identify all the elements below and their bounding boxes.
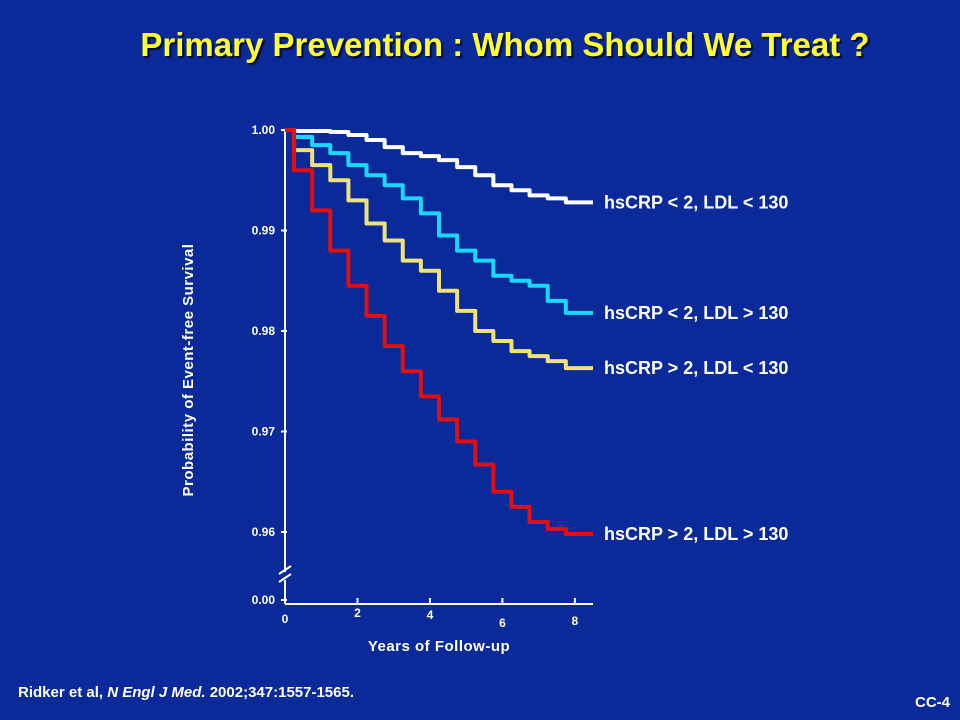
series-label-1: hsCRP < 2, LDL < 130 — [604, 192, 788, 212]
axis-break-mark — [278, 565, 292, 575]
chart-series — [285, 128, 593, 537]
citation-journal: N Engl J Med. — [107, 684, 206, 701]
series-line-4 — [285, 128, 593, 537]
y-tick-label: 0.99 — [252, 224, 276, 238]
citation-authors: Ridker et al, — [18, 684, 108, 701]
chart-ticks: 1.00 0.99 0.98 0.97 0.96 0.00 0 2 4 6 8 — [252, 123, 579, 630]
series-line-2 — [285, 128, 593, 315]
series-label-4: hsCRP > 2, LDL > 130 — [604, 524, 788, 544]
x-tick-label: 2 — [354, 606, 361, 620]
y-tick-label: 0.96 — [252, 525, 276, 539]
citation-details: 2002;347:1557-1565. — [205, 684, 355, 701]
x-axis-title: Years of Follow-up — [368, 638, 510, 655]
axis-break-mark — [278, 573, 292, 583]
y-axis-title: Probability of Event-free Survival — [180, 244, 197, 497]
y-tick-label: 1.00 — [252, 123, 276, 137]
y-tick-label: 0.00 — [252, 593, 276, 607]
x-tick-label: 0 — [282, 612, 289, 626]
citation: Ridker et al, N Engl J Med. 2002;347:155… — [18, 684, 354, 701]
x-tick-label: 4 — [427, 608, 434, 622]
series-label-2: hsCRP < 2, LDL > 130 — [604, 303, 788, 323]
y-tick-label: 0.98 — [252, 324, 276, 338]
slide-id: CC-4 — [914, 694, 950, 711]
series-line-1 — [285, 128, 593, 205]
y-tick-label: 0.97 — [252, 425, 276, 439]
series-line-3 — [285, 128, 593, 371]
chart-axes: Years of Follow-up Probability of Event-f… — [180, 130, 593, 655]
chart-legend: hsCRP < 2, LDL < 130 hsCRP < 2, LDL > 130… — [604, 192, 788, 544]
series-label-3: hsCRP > 2, LDL < 130 — [604, 358, 788, 378]
x-tick-label: 8 — [572, 614, 579, 628]
slide-title: Primary Prevention : Whom Should We Trea… — [140, 26, 870, 63]
x-tick-label: 6 — [499, 616, 506, 630]
